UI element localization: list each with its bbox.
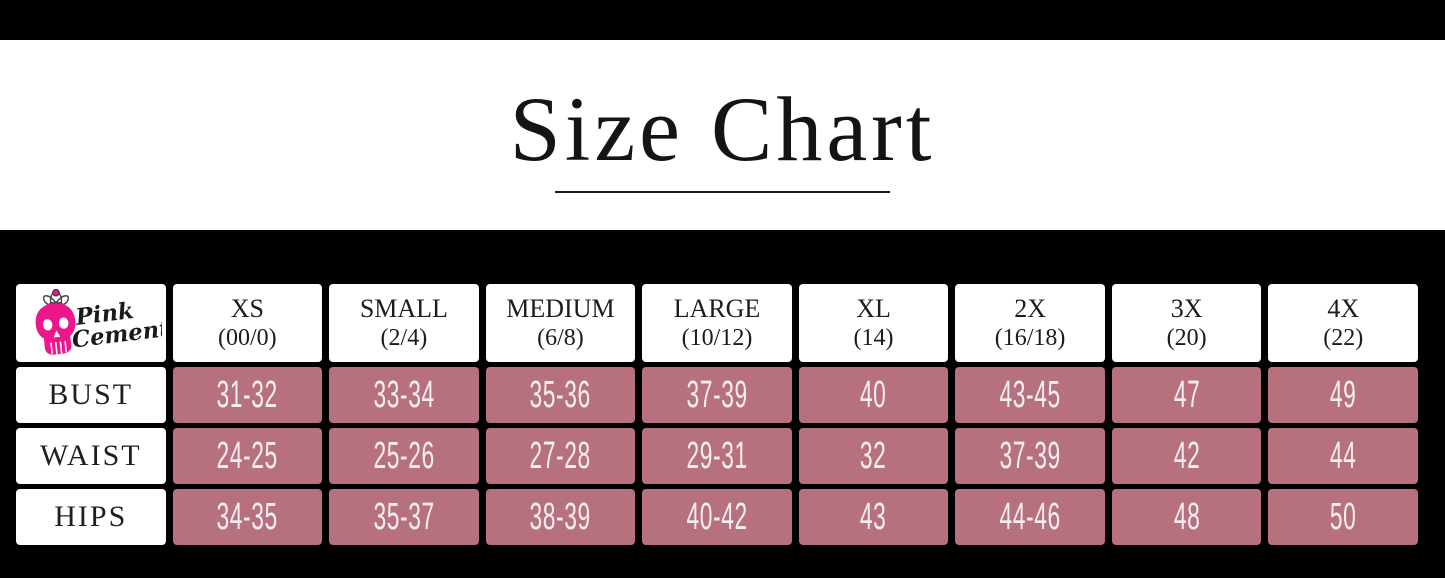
row-label: WAIST [39, 439, 142, 472]
size-label: 4X [1327, 293, 1360, 323]
value-cell: 37-39 [955, 428, 1105, 484]
title-underline [555, 191, 890, 193]
value-cell: 33-34 [329, 367, 479, 423]
cell-value: 33-34 [373, 373, 435, 416]
size-range: (6/8) [537, 324, 584, 351]
size-range: (10/12) [681, 324, 753, 351]
value-cell: 40 [798, 367, 949, 423]
cell-value: 34-35 [216, 495, 278, 538]
value-cell: 34-35 [172, 489, 323, 545]
value-cell: 24-25 [172, 428, 323, 484]
cell-value: 29-31 [686, 434, 748, 477]
cell-value: 49 [1329, 373, 1357, 416]
cell-value: 35-37 [373, 495, 435, 538]
size-label: 3X [1170, 293, 1203, 323]
cell-value: 40 [860, 373, 887, 416]
size-label: XS [230, 293, 264, 323]
value-cell: 38-39 [485, 489, 636, 545]
size-label: MEDIUM [506, 293, 615, 323]
cell-value: 40-42 [686, 495, 748, 538]
value-cell: 44-46 [955, 489, 1105, 545]
cell-value: 35-36 [529, 373, 592, 416]
value-cell: 25-26 [329, 428, 479, 484]
value-cell: 35-36 [485, 367, 636, 423]
cell-value: 44 [1329, 434, 1357, 477]
cell-value: 43 [860, 495, 887, 538]
cell-value: 37-39 [686, 373, 748, 416]
value-cell: 47 [1111, 367, 1262, 423]
cell-value: 47 [1173, 373, 1200, 416]
title-band: Size Chart [0, 40, 1445, 230]
row-label-cell: WAIST [16, 428, 166, 484]
value-cell: 32 [798, 428, 949, 484]
cell-value: 38-39 [529, 495, 592, 538]
value-cell: 43-45 [955, 367, 1105, 423]
value-cell: 37-39 [642, 367, 792, 423]
header-cell: XS (00/0) [172, 284, 323, 362]
value-cell: 31-32 [172, 367, 323, 423]
brand-logo-cell: Pink Cement [16, 284, 166, 362]
cell-value: 50 [1329, 495, 1357, 538]
value-cell: 49 [1268, 367, 1418, 423]
size-label: 2X [1014, 293, 1046, 323]
size-range: (16/18) [994, 324, 1066, 351]
row-label: HIPS [54, 500, 128, 533]
row-label-cell: HIPS [16, 489, 166, 545]
cell-value: 42 [1173, 434, 1200, 477]
header-cell: 2X (16/18) [955, 284, 1105, 362]
value-cell: 42 [1111, 428, 1262, 484]
size-range: (20) [1166, 324, 1207, 351]
value-cell: 27-28 [485, 428, 636, 484]
header-cell: SMALL (2/4) [329, 284, 479, 362]
cell-value: 24-25 [216, 434, 278, 477]
size-range: (2/4) [380, 324, 428, 351]
size-table: Pink Cement XS (00/0) SMALL (2/4) MEDIUM (6/8… [16, 284, 1418, 545]
value-cell: 29-31 [642, 428, 792, 484]
size-label: SMALL [359, 293, 448, 323]
size-label: LARGE [673, 293, 761, 323]
cell-value: 32 [860, 434, 887, 477]
size-range: (00/0) [218, 324, 277, 351]
row-label: BUST [48, 378, 134, 411]
cell-value: 48 [1173, 495, 1200, 538]
header-cell: XL (14) [798, 284, 949, 362]
cell-value: 43-45 [999, 373, 1061, 416]
row-label-cell: BUST [16, 367, 166, 423]
header-cell: 3X (20) [1111, 284, 1262, 362]
value-cell: 43 [798, 489, 949, 545]
cell-value: 31-32 [216, 373, 278, 416]
value-cell: 35-37 [329, 489, 479, 545]
cell-value: 44-46 [999, 495, 1061, 538]
header-cell: MEDIUM (6/8) [485, 284, 636, 362]
page-title: Size Chart [509, 78, 936, 180]
cell-value: 27-28 [529, 434, 592, 477]
header-cell: 4X (22) [1268, 284, 1418, 362]
value-cell: 44 [1268, 428, 1418, 484]
header-cell: LARGE (10/12) [642, 284, 792, 362]
value-cell: 50 [1268, 489, 1418, 545]
size-range: (22) [1323, 324, 1364, 351]
cell-value: 37-39 [999, 434, 1061, 477]
value-cell: 48 [1111, 489, 1262, 545]
size-range: (14) [853, 324, 894, 351]
cell-value: 25-26 [373, 434, 435, 477]
brand-logo-icon: Pink Cement [35, 288, 162, 355]
value-cell: 40-42 [642, 489, 792, 545]
size-label: XL [856, 293, 891, 323]
